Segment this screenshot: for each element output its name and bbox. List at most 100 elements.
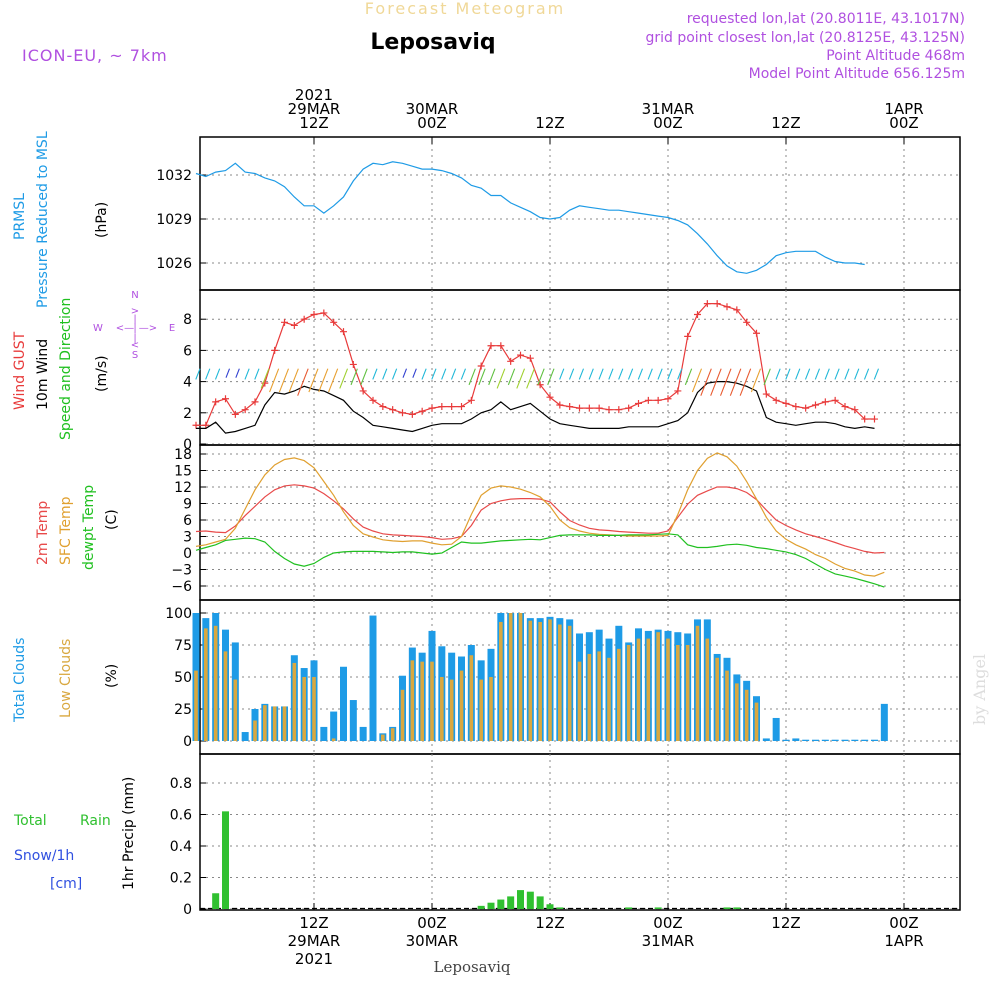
wind-arrow (700, 368, 712, 396)
gust-marker (467, 396, 475, 404)
low-cloud-bar (676, 645, 680, 741)
gust-marker (654, 396, 662, 404)
wind-arrow (205, 368, 211, 380)
wind-arrow (441, 368, 447, 380)
low-cloud-bar (558, 624, 562, 741)
y-tick-label: 0 (183, 437, 192, 453)
temp-2m-line (195, 484, 885, 554)
gust-marker (320, 309, 328, 317)
wind-arrow (588, 368, 594, 380)
info-point-altitude: Point Altitude 468m (826, 48, 965, 64)
wind-arrow (814, 368, 821, 380)
wind-arrow (763, 368, 771, 386)
wind-arrow (739, 368, 752, 396)
gust-marker (792, 403, 800, 411)
y-tick-label: 0.4 (170, 839, 192, 855)
total-cloud-bar (811, 739, 819, 741)
y-tick-label: 1029 (156, 212, 192, 228)
wind-arrow (824, 368, 830, 380)
gust-marker (733, 306, 741, 314)
temp-label-unit: (C) (104, 509, 120, 530)
gust-marker (585, 404, 593, 412)
low-cloud-bar (518, 613, 523, 741)
gust-marker (369, 396, 377, 404)
wind-arrow (627, 368, 634, 380)
gust-marker (192, 421, 200, 429)
low-cloud-bar (282, 706, 287, 741)
wind-arrow (507, 368, 516, 386)
top-time-label: 30MAR (406, 100, 459, 118)
y-tick-label: 25 (174, 702, 192, 718)
wind-arrow (195, 368, 201, 380)
top-time-label: 00Z (417, 114, 446, 132)
gust-marker (526, 354, 534, 362)
low-cloud-bar (302, 677, 306, 741)
total-cloud-bar (821, 739, 829, 741)
rain-bar (625, 907, 633, 909)
compass-s: S (132, 350, 138, 361)
bottom-time-label: 29MAR (288, 932, 341, 950)
plot-area: 10261029103202468−6−30369121518025507510… (156, 86, 961, 968)
rain-bar (212, 893, 220, 909)
gust-marker (271, 346, 279, 354)
gust-marker (310, 311, 318, 319)
compass-n: N (131, 290, 138, 301)
y-tick-label: 0 (183, 734, 192, 750)
wind-arrow (547, 368, 555, 386)
low-cloud-bar (459, 670, 464, 741)
low-cloud-bar (695, 625, 700, 741)
bottom-time-label: 00Z (653, 914, 682, 932)
wind-arrow (785, 368, 791, 380)
gust-marker (507, 357, 515, 365)
wind-label-gust: Wind GUST (12, 331, 28, 410)
gust-marker (674, 387, 682, 395)
gust-marker (261, 379, 269, 387)
rain-bar (654, 907, 662, 909)
total-cloud-bar (841, 739, 849, 741)
total-cloud-bar (330, 711, 338, 741)
panel-frame-0 (199, 136, 961, 291)
gust-marker (575, 404, 583, 412)
low-cloud-bar (548, 619, 552, 741)
bottom-time-label: 2021 (295, 950, 333, 968)
gust-marker (625, 404, 633, 412)
wind-arrow (647, 368, 653, 380)
wind-arrow (873, 368, 880, 380)
low-cloud-bar (440, 677, 444, 741)
gust-marker (546, 393, 554, 401)
svg-text:<—: <— (116, 323, 134, 334)
clouds-label-low: Low Clouds (58, 639, 74, 718)
y-tick-label: 0 (183, 902, 192, 918)
gust-marker (516, 351, 524, 359)
low-cloud-bar (499, 621, 503, 741)
gust-marker (634, 399, 642, 407)
total-cloud-bar (792, 738, 800, 741)
wind-arrow (729, 368, 742, 396)
gust-marker (811, 401, 819, 409)
low-cloud-bar (272, 706, 277, 741)
gust-marker (438, 403, 446, 411)
gust-line (196, 303, 875, 426)
total-cloud-bar (880, 703, 888, 741)
pressure-label-name: Pressure Reduced to MSL (35, 131, 51, 308)
wind-arrow (537, 368, 545, 386)
temp-label-sfc: SFC Temp (58, 496, 74, 565)
y-tick-label: −3 (171, 563, 192, 579)
wind-arrow (450, 368, 457, 380)
bottom-time-label: 30MAR (406, 932, 459, 950)
low-cloud-bar (577, 661, 582, 741)
rain-bar (497, 899, 505, 909)
low-cloud-bar (400, 689, 405, 741)
wind-arrow (225, 368, 231, 378)
low-cloud-bar (538, 621, 542, 741)
gust-marker (851, 406, 859, 414)
gust-marker (821, 398, 829, 406)
low-cloud-bar (617, 648, 621, 741)
wind-arrow (618, 368, 624, 380)
wind-arrow (750, 368, 762, 393)
gust-marker (340, 328, 347, 336)
panel-frame-4 (199, 753, 961, 911)
gust-marker (477, 362, 485, 370)
top-time-label: 29MAR (288, 100, 341, 118)
